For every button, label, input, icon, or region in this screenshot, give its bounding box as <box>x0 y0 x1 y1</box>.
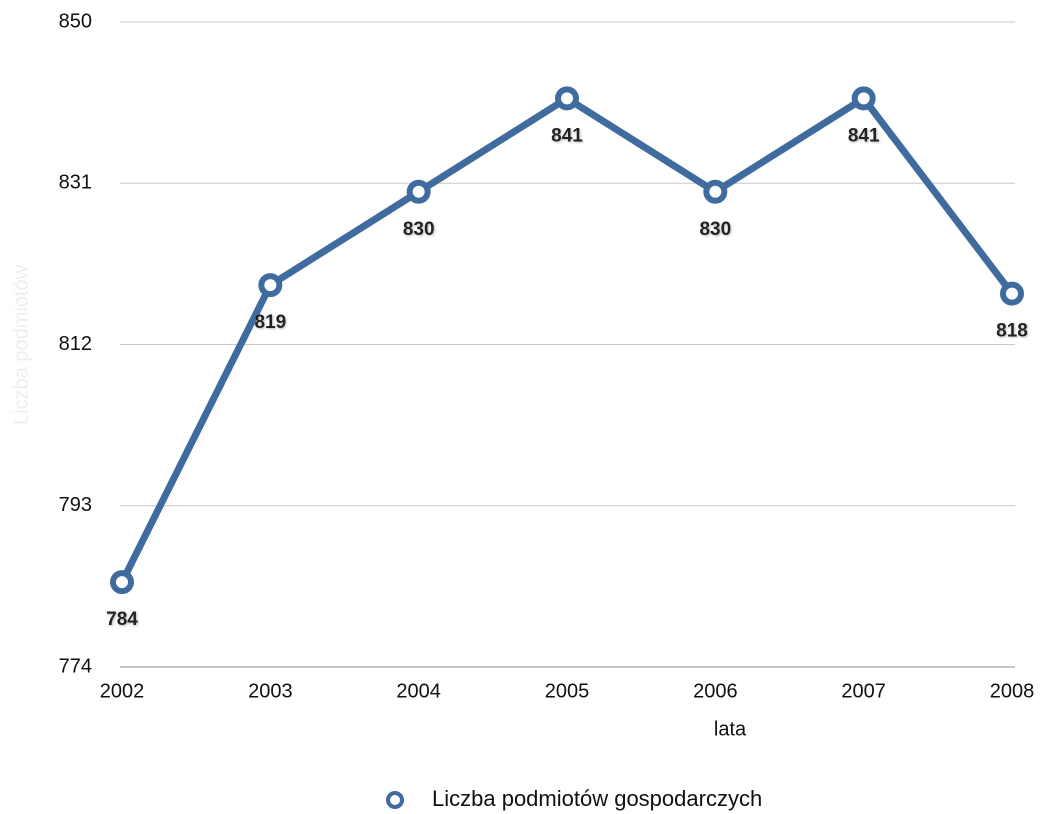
legend-marker <box>386 791 404 809</box>
y-tick-label: 831 <box>59 172 92 194</box>
y-tick-label: 774 <box>59 655 92 677</box>
line <box>118 94 1015 584</box>
x-tick-label: 2002 <box>100 680 145 702</box>
y-tick-label: 793 <box>59 494 92 516</box>
marker <box>406 179 431 204</box>
x-tick-label: 2005 <box>545 680 590 702</box>
data-label: 819 <box>254 312 286 333</box>
marker <box>1000 281 1024 306</box>
y-tick-label: 850 <box>59 10 92 32</box>
x-tick-label: 2004 <box>396 680 441 702</box>
data-label: 830 <box>699 219 731 240</box>
marker <box>110 570 134 595</box>
data-label: 841 <box>551 125 583 146</box>
x-tick-label: 2007 <box>841 680 886 702</box>
data-label: 830 <box>403 219 435 240</box>
marker <box>555 86 579 111</box>
x-tick-label: 2008 <box>990 680 1035 702</box>
y-axis-label: Liczba podmiotów <box>10 264 32 425</box>
x-tick-label: 2006 <box>693 680 738 702</box>
data-label: 818 <box>996 321 1028 342</box>
data-label: 784 <box>106 609 138 630</box>
x-axis-label: lata <box>714 718 747 740</box>
marker <box>703 179 728 204</box>
data-label: 841 <box>848 125 880 146</box>
legend-label: Liczba podmiotów gospodarczych <box>432 786 762 811</box>
marker <box>851 86 876 111</box>
y-tick-label: 812 <box>59 333 92 355</box>
marker <box>258 273 283 298</box>
x-tick-label: 2003 <box>248 680 293 702</box>
